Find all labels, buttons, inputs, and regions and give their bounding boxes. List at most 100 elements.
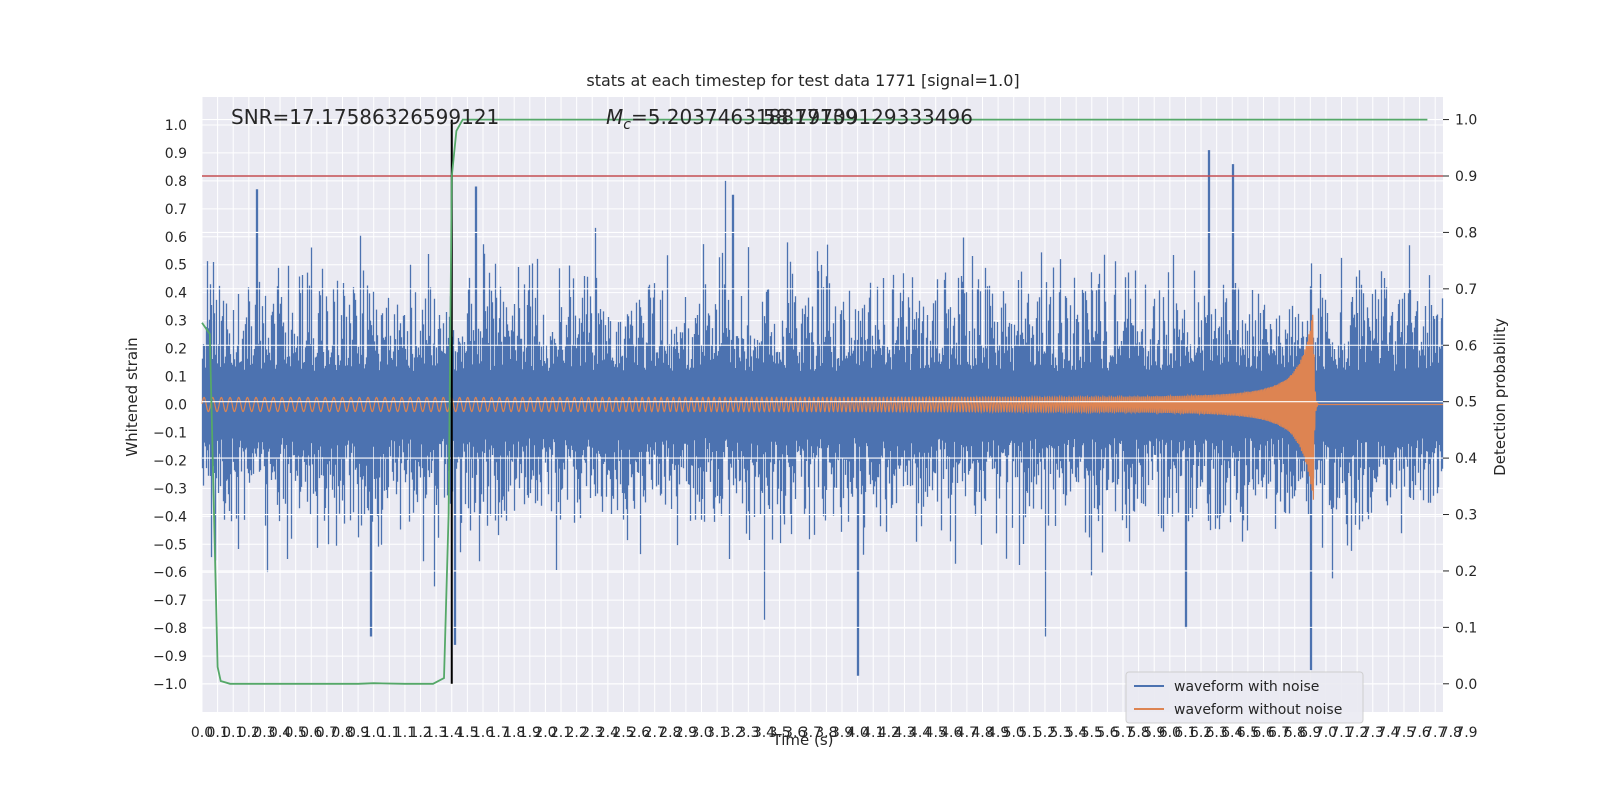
- y2-tick-label: 0.3: [1455, 508, 1477, 524]
- legend-box: [1125, 671, 1364, 724]
- x-tick-label: 1.7: [487, 725, 509, 741]
- x-tick-label: 5.0: [1003, 725, 1025, 741]
- x-tick-label: 3.1: [706, 725, 728, 741]
- x-tick-label: 6.1: [1174, 725, 1196, 741]
- x-tick-label: 4.1: [862, 725, 884, 741]
- x-tick-label: 4.4: [909, 725, 931, 741]
- x-tick-label: 5.8: [1127, 725, 1149, 741]
- x-tick-label: 1.3: [425, 725, 447, 741]
- x-tick-label: 7.6: [1408, 725, 1430, 741]
- y-axis-label: Whitened strain: [123, 337, 141, 456]
- x-tick-label: 5.5: [1081, 725, 1103, 741]
- x-tick-label: 6.2: [1190, 725, 1212, 741]
- y-tick-label: −0.2: [153, 453, 187, 469]
- x-tick-label: 4.3: [893, 725, 915, 741]
- x-tick-label: 5.3: [1049, 725, 1071, 741]
- x-tick-label: 0.6: [300, 725, 322, 741]
- x-tick-label: 7.2: [1346, 725, 1368, 741]
- x-tick-label: 0.0: [191, 725, 213, 741]
- x-tick-label: 1.4: [441, 725, 463, 741]
- x-tick-label: 0.8: [331, 725, 353, 741]
- y-tick-label: −1.0: [153, 677, 187, 693]
- y-tick-labels: 1.0 0.9 0.8 0.7 0.6 0.5 0.4 0.3 0.2 0.1 0.0 −0.1 −0.…: [153, 118, 187, 693]
- y2-tick-label: 0.2: [1455, 564, 1477, 580]
- x-tick-label: 0.1: [222, 725, 244, 741]
- x-tick-label: 4.2: [878, 725, 900, 741]
- x-tick-label: 2.5: [612, 725, 634, 741]
- x-tick-label: 7.3: [1362, 725, 1384, 741]
- x-tick-label: 6.6: [1252, 725, 1274, 741]
- x-tick-label: 3.0: [690, 725, 712, 741]
- y-tick-label: 0.7: [165, 202, 187, 218]
- x-tick-label: 7.4: [1377, 725, 1399, 741]
- x-tick-label: 6.4: [1221, 725, 1243, 741]
- x-tick-label: 5.4: [1065, 725, 1087, 741]
- x-tick-label: 3.2: [722, 725, 744, 741]
- x-tick-label: 4.5: [925, 725, 947, 741]
- snr-annotation: SNR=17.17586326599121: [231, 105, 499, 129]
- x-tick-label: 6.0: [1159, 725, 1181, 741]
- x-tick-label: 3.3: [737, 725, 759, 741]
- y2-tick-label: 1.0: [1455, 113, 1477, 129]
- y2-tick-label: 0.4: [1455, 451, 1477, 467]
- x-tick-label: 5.9: [1143, 725, 1165, 741]
- chirp-mass-value: =5.203746318817139: [631, 105, 858, 129]
- x-tick-label: 6.5: [1237, 725, 1259, 741]
- chirp-mass-subscript: c: [623, 117, 631, 133]
- y-tick-label: −0.3: [153, 481, 187, 497]
- overlap-annotation: 58.79709129333496: [763, 105, 973, 129]
- y-tick-label: 0.6: [165, 230, 187, 246]
- y2-axis-label: Detection probability: [1491, 318, 1509, 476]
- x-tick-labels: 0.00.10.10.20.30.40.50.60.70.80.91.01.11…: [191, 725, 1478, 741]
- y-tick-label: 0.1: [165, 370, 187, 386]
- x-tick-label: 2.0: [534, 725, 556, 741]
- legend-label-noise: waveform with noise: [1174, 679, 1319, 695]
- series-detection-probability: [201, 118, 1428, 685]
- y-tick-label: 0.8: [165, 174, 187, 190]
- x-tick-label: 1.2: [409, 725, 431, 741]
- x-tick-label: 1.1: [394, 725, 416, 741]
- x-tick-label: 1.5: [456, 725, 478, 741]
- x-tick-label: 1.1: [378, 725, 400, 741]
- x-tick-label: 0.5: [285, 725, 307, 741]
- x-tick-label: 6.8: [1284, 725, 1306, 741]
- x-tick-label: 5.1: [1018, 725, 1040, 741]
- x-tick-label: 1.8: [503, 725, 525, 741]
- y-tick-label: 0.0: [165, 398, 187, 414]
- x-tick-label: 2.3: [581, 725, 603, 741]
- x-tick-label: 0.7: [316, 725, 338, 741]
- y-tick-label: 0.3: [165, 314, 187, 330]
- y-tick-label: −0.5: [153, 537, 187, 553]
- y-tick-label: 0.2: [165, 342, 187, 358]
- x-tick-label: 0.4: [269, 725, 291, 741]
- chart-title: stats at each timestep for test data 177…: [586, 71, 1019, 90]
- x-tick-label: 2.2: [566, 725, 588, 741]
- x-tick-label: 5.6: [1096, 725, 1118, 741]
- x-tick-label: 7.5: [1393, 725, 1415, 741]
- x-tick-label: 3.7: [800, 725, 822, 741]
- y2-tick-label: 0.6: [1455, 338, 1477, 354]
- y-tick-label: −0.1: [153, 425, 187, 441]
- x-tick-label: 7.9: [1455, 725, 1477, 741]
- x-tick-label: 7.8: [1440, 725, 1462, 741]
- x-tick-label: 2.4: [597, 725, 619, 741]
- y-tick-label: −0.4: [153, 509, 187, 525]
- x-tick-label: 2.8: [659, 725, 681, 741]
- x-tick-label: 3.9: [831, 725, 853, 741]
- x-tick-label: 2.6: [628, 725, 650, 741]
- y2-tick-label: 0.5: [1455, 395, 1477, 411]
- legend-label-clean: waveform without noise: [1174, 702, 1342, 718]
- x-tick-label: 1.0: [363, 725, 385, 741]
- x-tick-label: 6.3: [1206, 725, 1228, 741]
- y-tick-label: 0.5: [165, 258, 187, 274]
- y-tick-label: −0.9: [153, 649, 187, 665]
- y-tick-label: 0.9: [165, 146, 187, 162]
- y-tick-label: 0.4: [165, 286, 187, 302]
- x-tick-label: 0.9: [347, 725, 369, 741]
- y-tick-label: −0.7: [153, 593, 187, 609]
- chirp-mass-annotation: Mc=5.203746318817139: [606, 105, 858, 133]
- x-tick-label: 4.0: [846, 725, 868, 741]
- y2-tick-labels: 1.0 0.9 0.8 0.7 0.6 0.5 0.4 0.3 0.2 0.1 0.0: [1443, 113, 1477, 693]
